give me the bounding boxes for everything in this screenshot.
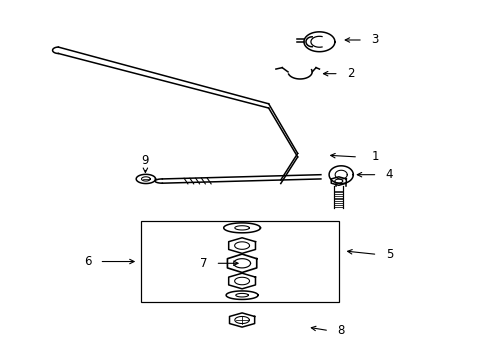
Text: 8: 8 [337, 324, 344, 337]
Text: 3: 3 [370, 33, 378, 46]
Text: 5: 5 [385, 248, 392, 261]
Text: 7: 7 [199, 257, 207, 270]
Bar [140, 221, 338, 302]
Text: 2: 2 [346, 67, 354, 80]
Text: 4: 4 [385, 168, 392, 181]
Text: 1: 1 [370, 150, 378, 163]
Text: 9: 9 [142, 154, 149, 167]
Text: 6: 6 [83, 255, 91, 268]
